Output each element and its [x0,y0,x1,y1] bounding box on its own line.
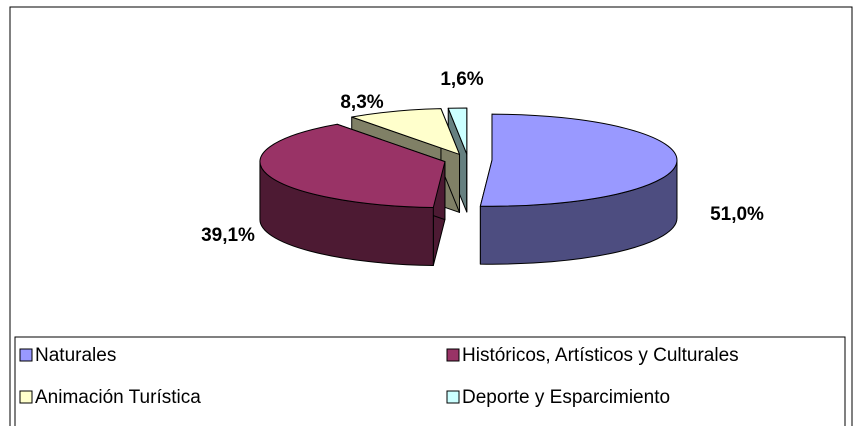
legend: Naturales Históricos, Artísticos y Cultur… [19,345,739,408]
legend-label: Deporte y Esparcimiento [462,387,670,408]
legend-swatch [19,390,33,404]
legend-label: Históricos, Artísticos y Culturales [462,345,739,366]
legend-label: Naturales [35,345,116,366]
data-label: 39,1% [201,225,255,246]
slice [447,107,468,155]
legend-swatch [446,390,460,404]
labels: 51,0% 39,1% 8,3% 1,6% [201,69,764,246]
slice [259,123,446,209]
data-label: 1,6% [440,69,483,90]
pie [259,107,678,267]
slice [351,108,461,155]
legend-box [14,336,846,426]
legend-swatch [19,348,33,362]
slice [479,113,678,207]
legend-swatch [446,348,460,362]
data-label: 8,3% [340,92,383,113]
legend-label: Animación Turística [35,387,201,408]
data-label: 51,0% [710,204,764,225]
